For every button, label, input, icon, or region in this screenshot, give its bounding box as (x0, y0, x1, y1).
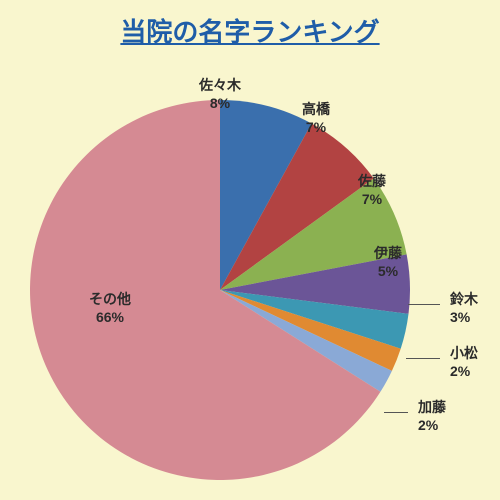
slice-percent: 5% (348, 262, 428, 280)
slice-label: 高橋7% (276, 100, 356, 136)
slice-name: 加藤 (418, 398, 446, 416)
slice-name: 鈴木 (450, 290, 478, 308)
leader-line (408, 304, 440, 305)
slice-label: 加藤2% (418, 398, 446, 434)
slice-label: その他66% (70, 290, 150, 326)
slice-label: 鈴木3% (450, 290, 478, 326)
slice-percent: 2% (450, 362, 478, 380)
slice-label: 佐々木8% (180, 76, 260, 112)
slice-percent: 3% (450, 308, 478, 326)
leader-line (384, 412, 408, 413)
slice-percent: 7% (276, 118, 356, 136)
slice-name: 小松 (450, 344, 478, 362)
slice-name: 高橋 (276, 100, 356, 118)
slice-percent: 66% (70, 308, 150, 326)
slice-name: 佐々木 (180, 76, 260, 94)
slice-label: 小松2% (450, 344, 478, 380)
slice-name: 佐藤 (332, 172, 412, 190)
slice-percent: 7% (332, 190, 412, 208)
slice-label: 伊藤5% (348, 244, 428, 280)
slice-name: 伊藤 (348, 244, 428, 262)
leader-line (406, 358, 440, 359)
slice-name: その他 (70, 290, 150, 308)
slice-label: 佐藤7% (332, 172, 412, 208)
slice-percent: 2% (418, 416, 446, 434)
slice-percent: 8% (180, 94, 260, 112)
